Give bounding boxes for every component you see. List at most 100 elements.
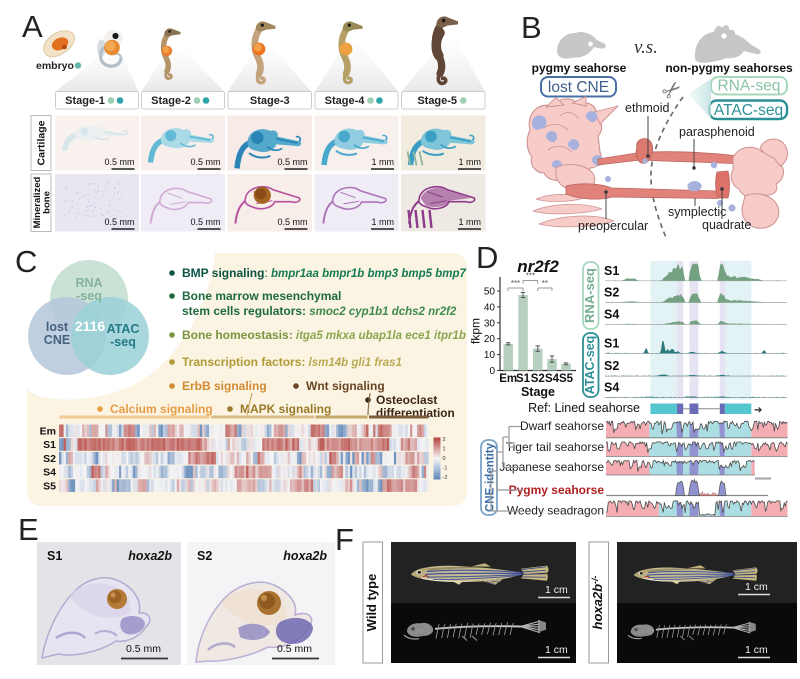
svg-text:S4: S4: [604, 307, 619, 321]
svg-text:Transcription factors: lsm: Transcription factors: lsm14b gli1 fras1: [182, 355, 402, 369]
svg-text:hoxa2b: hoxa2b: [128, 549, 172, 563]
svg-text:0.5 mm: 0.5 mm: [277, 157, 307, 167]
svg-text:A: A: [22, 9, 43, 44]
svg-text:0: 0: [489, 366, 495, 377]
svg-text:Stage-2: Stage-2: [151, 95, 191, 107]
svg-text:ErbB signaling: ErbB signaling: [182, 379, 267, 393]
svg-text:0.5 mm: 0.5 mm: [104, 157, 134, 167]
svg-text:0.5 mm: 0.5 mm: [277, 643, 312, 655]
svg-text:hoxa2b: hoxa2b: [283, 549, 327, 563]
svg-text:Em: Em: [499, 373, 517, 385]
svg-text:S1: S1: [47, 549, 62, 563]
svg-text:***: ***: [511, 279, 520, 288]
svg-text:S2: S2: [604, 286, 619, 300]
svg-text:➔: ➔: [754, 405, 762, 416]
svg-text:pygmy seahorse: pygmy seahorse: [532, 61, 627, 75]
svg-text:fkpm: fkpm: [469, 318, 483, 344]
svg-text:bone: bone: [42, 191, 53, 214]
svg-text:S1: S1: [43, 439, 56, 451]
svg-text:1 mm: 1 mm: [372, 157, 395, 167]
svg-text:Stage-1: Stage-1: [65, 95, 105, 107]
svg-text:-2: -2: [443, 475, 448, 481]
svg-text:E: E: [18, 512, 39, 547]
svg-text:-seq: -seq: [76, 289, 102, 303]
svg-text:S2: S2: [43, 453, 56, 465]
svg-text:50: 50: [484, 287, 496, 298]
svg-text:Wild type: Wild type: [364, 574, 379, 632]
svg-text:-1: -1: [443, 466, 448, 472]
svg-text:parasphenoid: parasphenoid: [679, 125, 755, 139]
svg-text:S2: S2: [604, 359, 619, 373]
svg-text:lost: lost: [46, 320, 69, 334]
svg-text:preopercular: preopercular: [578, 219, 648, 233]
svg-text:RNA: RNA: [75, 276, 102, 290]
svg-text:S1: S1: [604, 336, 619, 350]
svg-text:10: 10: [484, 350, 496, 361]
svg-text:Bone homeostasis: itga5 mkxa u: Bone homeostasis: itga5 mkxa ubap1la ece…: [182, 328, 466, 342]
svg-text:0: 0: [443, 456, 446, 462]
svg-text:v.s.: v.s.: [634, 37, 658, 58]
svg-text:C: C: [15, 244, 37, 279]
svg-text:S4: S4: [604, 381, 619, 395]
svg-text:0.5 mm: 0.5 mm: [190, 157, 220, 167]
svg-text:Stage-4: Stage-4: [325, 95, 366, 107]
svg-text:1 mm: 1 mm: [459, 157, 482, 167]
svg-text:Wnt signaling: Wnt signaling: [306, 379, 385, 393]
svg-text:nr2f2: nr2f2: [517, 257, 559, 276]
svg-text:BMP signaling: bmpr1aa bmpr1b: BMP signaling: bmpr1aa bmpr1b bmp3 bmp5 …: [182, 266, 466, 280]
svg-text:embryo: embryo: [36, 60, 74, 72]
svg-text:1 cm: 1 cm: [545, 584, 568, 596]
svg-text:Tiger tail seahorse: Tiger tail seahorse: [506, 440, 605, 454]
svg-text:S5: S5: [43, 480, 56, 492]
svg-text:1 cm: 1 cm: [545, 644, 568, 656]
svg-text:S4: S4: [43, 467, 56, 479]
svg-text:S1: S1: [604, 264, 619, 278]
svg-text:Calcium signaling: Calcium signaling: [110, 402, 213, 416]
svg-text:ATAC: ATAC: [107, 322, 140, 336]
svg-text:2: 2: [443, 437, 446, 443]
svg-text:S2: S2: [531, 373, 545, 385]
svg-text:Cartilage: Cartilage: [36, 120, 48, 165]
svg-text:B: B: [521, 10, 542, 45]
svg-text:***: ***: [526, 272, 535, 281]
svg-text:1 mm: 1 mm: [459, 217, 482, 227]
svg-text:lost CNE: lost CNE: [548, 79, 609, 96]
svg-text:Osteoclast: Osteoclast: [376, 393, 437, 407]
svg-text:0.5 mm: 0.5 mm: [190, 217, 220, 227]
svg-text:Stage-5: Stage-5: [417, 95, 457, 107]
svg-text:ethmoid: ethmoid: [625, 101, 670, 115]
svg-text:Stage: Stage: [521, 385, 555, 399]
svg-text:0.5 mm: 0.5 mm: [104, 217, 134, 227]
svg-text:20: 20: [484, 334, 496, 345]
svg-text:Em: Em: [40, 426, 56, 438]
svg-text:quadrate: quadrate: [702, 218, 751, 232]
svg-text:1 cm: 1 cm: [745, 644, 768, 656]
svg-text:2116: 2116: [75, 318, 106, 334]
svg-text:RNA-seq: RNA-seq: [718, 78, 781, 95]
svg-text:F: F: [335, 522, 354, 557]
svg-text:30: 30: [484, 318, 496, 329]
svg-text:symplectic: symplectic: [668, 205, 726, 219]
svg-text:ATAC-seq: ATAC-seq: [583, 336, 597, 395]
svg-text:S2: S2: [197, 549, 212, 563]
svg-text:1 mm: 1 mm: [372, 217, 395, 227]
svg-text:Bone marrow mesenchymal: Bone marrow mesenchymal: [182, 289, 341, 303]
svg-text:ATAC-seq: ATAC-seq: [714, 102, 783, 119]
svg-text:-seq: -seq: [110, 335, 136, 349]
svg-text:MAPK signaling: MAPK signaling: [240, 402, 331, 416]
svg-text:Dwarf seahorse: Dwarf seahorse: [520, 419, 604, 433]
svg-text:1 cm: 1 cm: [745, 581, 768, 593]
svg-text:CNE: CNE: [44, 333, 70, 347]
svg-text:stem cells regulators: smoc2: stem cells regulators: smoc2 cyp1b1 dchs…: [182, 304, 457, 318]
svg-text:1: 1: [443, 447, 446, 453]
svg-text:RNA-seq: RNA-seq: [582, 268, 597, 323]
svg-text:0.5 mm: 0.5 mm: [277, 217, 307, 227]
svg-text:**: **: [542, 279, 548, 288]
svg-text:40: 40: [484, 302, 496, 313]
svg-text:0.5 mm: 0.5 mm: [126, 643, 161, 655]
svg-text:Stage-3: Stage-3: [250, 95, 290, 107]
svg-text:S4: S4: [545, 373, 560, 385]
svg-text:non-pygmy seahorses: non-pygmy seahorses: [665, 61, 793, 75]
svg-text:Ref: Lined seahorse: Ref: Lined seahorse: [528, 401, 640, 415]
svg-text:S1: S1: [516, 373, 531, 385]
